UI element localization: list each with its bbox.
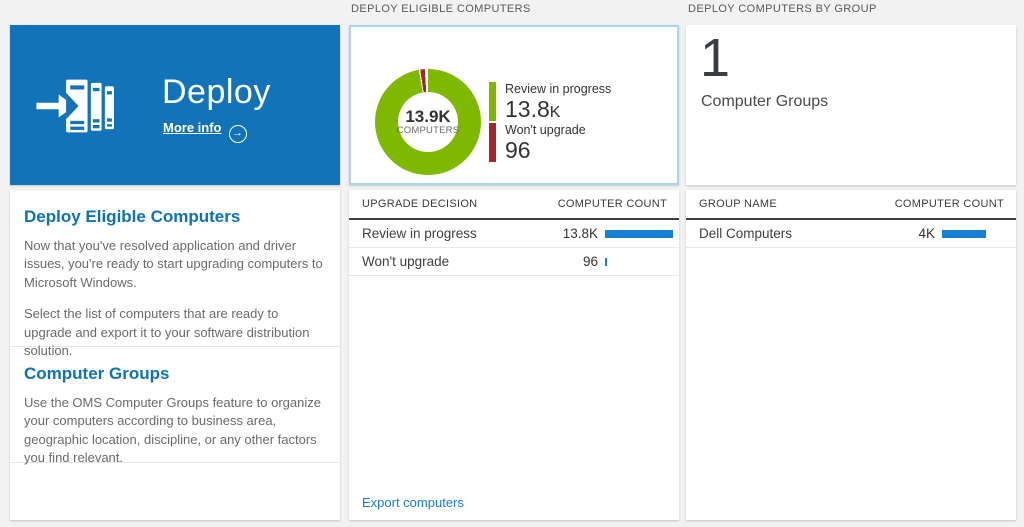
column-header-upgrade-decision: UPGRADE DECISION [362,198,478,210]
deploy-computers-by-group-tile[interactable]: 1 Computer Groups [686,25,1016,185]
donut-legend: Review in progress 13.8K Won't upgrade 9… [489,82,611,164]
table-row[interactable]: Won't upgrade 96 [349,248,679,276]
legend-label: Won't upgrade [505,123,586,138]
table-row[interactable]: Dell Computers 4K [686,220,1016,248]
table-row[interactable]: Review in progress 13.8K [349,220,679,248]
table-header-row: GROUP NAME COMPUTER COUNT [686,190,1016,220]
red-swatch-icon [489,123,496,163]
bar-container [942,229,1010,238]
upgrade-decision-table-panel: UPGRADE DECISION COMPUTER COUNT Review i… [349,190,679,520]
bar-container [605,257,673,266]
count-bar [605,229,673,238]
row-value: 96 [582,254,598,269]
donut-center: 13.9K COMPUTERS [396,92,460,152]
count-bar [605,257,607,266]
section-paragraph: Now that you've resolved application and… [24,238,323,290]
legend-item-review-in-progress: Review in progress 13.8K [489,82,612,122]
bar-container [605,229,673,238]
donut-total-value: 13.9K [405,106,451,126]
deploy-eligible-computers-tile[interactable]: 13.9K COMPUTERS Review in progress 13.8K… [349,25,679,185]
deploy-tile[interactable]: Deploy More info → [10,25,340,185]
legend-value: 13.8K [505,95,561,122]
right-arrow-in-circle-icon[interactable]: → [228,125,247,143]
upgrade-decision-donut-chart[interactable]: 13.9K COMPUTERS [375,69,481,175]
legend-item-wont-upgrade: Won't upgrade 96 [489,123,611,163]
section-heading: Deploy Eligible Computers [24,207,241,226]
section-paragraph: Select the list of computers that are re… [24,306,310,359]
left-description-panel: Deploy Eligible Computers Now that you'v… [10,190,340,520]
section-heading: Computer Groups [24,364,170,383]
more-info-link[interactable]: More info → [163,120,247,143]
legend-label: Review in progress [505,82,612,96]
row-label: Dell Computers [699,226,793,241]
row-value: 13.8K [562,226,598,241]
right-column-header: DEPLOY COMPUTERS BY GROUP [688,3,877,15]
group-table-panel: GROUP NAME COMPUTER COUNT Dell Computers… [686,190,1016,520]
table-header-row: UPGRADE DECISION COMPUTER COUNT [349,190,679,220]
column-header-computer-count: COMPUTER COUNT [894,198,1004,210]
computer-groups-count-label: Computer Groups [701,93,829,110]
row-label: Review in progress [362,226,477,241]
donut-total-label: COMPUTERS [396,125,460,137]
row-label: Won't upgrade [362,254,450,269]
legend-value: 96 [505,136,531,163]
deploy-servers-arrow-icon [36,73,116,144]
column-header-computer-count: COMPUTER COUNT [557,198,667,210]
export-computers-link[interactable]: Export computers [362,495,464,510]
computer-groups-count: 1 [700,28,731,88]
deploy-eligible-computers-section: Deploy Eligible Computers Now that you'v… [10,190,340,358]
column-header-group-name: GROUP NAME [699,198,777,210]
green-swatch-icon [489,82,496,122]
middle-column-header: DEPLOY ELIGIBLE COMPUTERS [351,3,531,15]
deploy-tile-title: Deploy [162,73,271,111]
section-paragraph: Use the OMS Computer Groups feature to o… [24,395,321,466]
count-bar [942,229,986,238]
computer-groups-section: Computer Groups Use the OMS Computer Gro… [10,347,340,465]
row-value: 4K [918,226,935,241]
